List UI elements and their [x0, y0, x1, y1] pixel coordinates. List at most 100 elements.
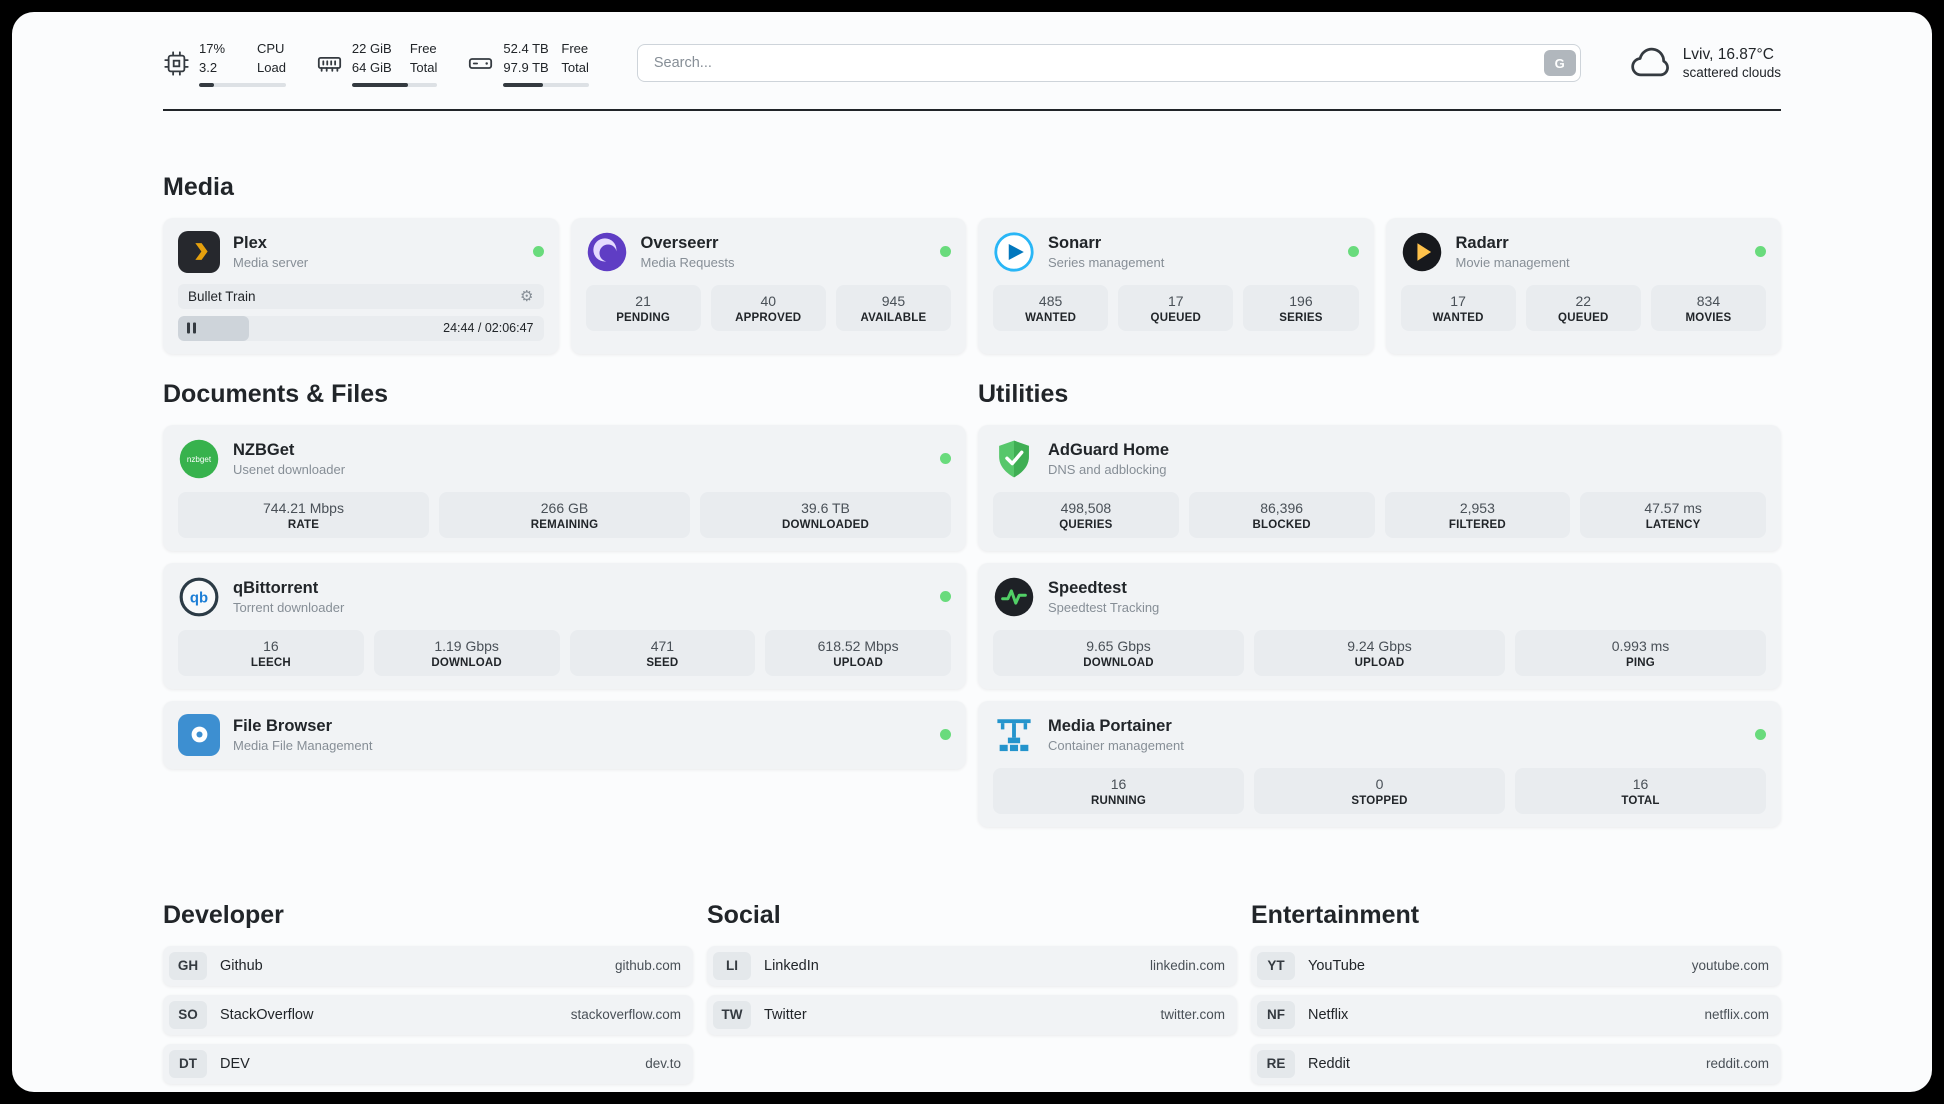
stat-label: UPLOAD — [833, 656, 883, 669]
ram-progress-bar — [351, 82, 438, 87]
app-name-filebrowser: File Browser — [233, 716, 333, 735]
app-card-nzbget[interactable]: nzbget NZBGet Usenet downloader 744.21 M… — [163, 424, 966, 551]
adguard-shield-icon — [993, 438, 1035, 480]
app-subtitle-qbittorrent: Torrent downloader — [233, 599, 345, 615]
stat-value: 2,953 — [1459, 499, 1495, 516]
stat-label: UPLOAD — [1354, 656, 1405, 669]
stat-leech: 16 LEECH — [178, 629, 364, 676]
stat-movies: 834 MOVIES — [1650, 284, 1767, 331]
app-name-nzbget: NZBGet — [233, 440, 295, 459]
section-title-entertainment: Entertainment — [1251, 900, 1420, 929]
stat-total: 16 TOTAL — [1515, 767, 1766, 814]
documents-column: Documents & Files nzbget NZBGet Usenet d… — [163, 354, 966, 781]
plex-icon — [178, 230, 220, 273]
stat-label: SEED — [646, 656, 679, 669]
gear-icon[interactable]: ⚙ — [520, 287, 534, 305]
stat-value: 945 — [881, 292, 906, 309]
playback-time: 24:44 / 02:06:47 — [443, 320, 534, 335]
bookmark-url: github.com — [614, 958, 681, 974]
stat-label: PENDING — [616, 311, 670, 324]
cpu-chip-icon — [163, 50, 190, 77]
stat-queued: 17 QUEUED — [1118, 284, 1234, 331]
bookmark-reddit[interactable]: RE Reddit reddit.com — [1251, 1043, 1781, 1084]
dashboard-content: 17% 3.2 CPU Load — [163, 12, 1781, 1092]
stat-wanted: 485 WANTED — [993, 284, 1109, 331]
stat-value: 17 — [1167, 292, 1184, 309]
stat-value: 0.993 ms — [1611, 637, 1670, 654]
app-name-portainer: Media Portainer — [1048, 716, 1172, 735]
app-card-speedtest[interactable]: Speedtest Speedtest Tracking 9.65 Gbps D… — [978, 562, 1781, 689]
bookmark-netflix[interactable]: NF Netflix netflix.com — [1251, 994, 1781, 1035]
app-card-portainer[interactable]: Media Portainer Container management 16 … — [978, 700, 1781, 827]
bookmark-url: dev.to — [645, 1056, 681, 1072]
bookmark-abbr: NF — [1257, 1000, 1295, 1029]
section-title-utilities: Utilities — [978, 379, 1069, 408]
stat-value: 86,396 — [1260, 499, 1304, 516]
app-card-plex[interactable]: Plex Media server Bullet Train ⚙ 24:44 /… — [163, 217, 559, 354]
app-subtitle-adguard: DNS and adblocking — [1048, 461, 1167, 477]
disk-progress-fill — [503, 82, 543, 87]
stat-label: RATE — [287, 518, 320, 531]
stat-label: RUNNING — [1090, 794, 1147, 807]
stat-label: QUEUED — [1558, 311, 1609, 324]
app-card-adguard[interactable]: AdGuard Home DNS and adblocking 498,508 … — [978, 424, 1781, 551]
radarr-icon — [1401, 231, 1443, 273]
app-card-radarr[interactable]: Radarr Movie management 17 WANTED 22 QUE… — [1385, 217, 1781, 354]
pause-icon[interactable] — [187, 322, 196, 334]
playback-progress-bar[interactable]: 24:44 / 02:06:47 — [178, 315, 544, 341]
bookmarks-grid: Developer GH Github github.com SO StackO… — [163, 901, 1781, 1092]
qbittorrent-icon: qb — [178, 576, 220, 618]
bookmark-name: Netflix — [1308, 1006, 1349, 1023]
top-bar: 17% 3.2 CPU Load — [163, 40, 1781, 111]
disk-readout: 52.4 TB 97.9 TB Free Total — [503, 40, 589, 87]
app-name-qbittorrent: qBittorrent — [233, 578, 319, 597]
stat-label: QUERIES — [1059, 518, 1113, 531]
developer-column: Developer GH Github github.com SO StackO… — [163, 901, 693, 1092]
stat-value: 16 — [1110, 775, 1127, 792]
search-input[interactable] — [636, 44, 1581, 83]
bookmark-twitter[interactable]: TW Twitter twitter.com — [707, 994, 1237, 1035]
ram-progress-fill — [351, 82, 409, 87]
bookmark-name: Twitter — [764, 1006, 807, 1023]
disk-total-value: 97.9 TB — [503, 59, 549, 75]
stat-running: 16 RUNNING — [993, 767, 1244, 814]
app-subtitle-radarr: Movie management — [1455, 254, 1570, 270]
app-card-overseerr[interactable]: Overseerr Media Requests 21 PENDING 40 A… — [570, 217, 966, 354]
cloud-icon — [1629, 41, 1673, 85]
stat-ping: 0.993 ms PING — [1515, 629, 1766, 676]
status-dot-online — [940, 591, 951, 603]
bookmark-stackoverflow[interactable]: SO StackOverflow stackoverflow.com — [163, 994, 693, 1035]
cpu-load-value: 3.2 — [199, 59, 218, 75]
stat-available: 945 AVAILABLE — [835, 284, 952, 331]
cpu-readout: 17% 3.2 CPU Load — [199, 40, 286, 87]
bookmark-dev[interactable]: DT DEV dev.to — [163, 1043, 693, 1084]
filebrowser-icon — [178, 713, 220, 756]
search-bar: G — [636, 44, 1581, 83]
stat-download: 9.65 Gbps DOWNLOAD — [993, 629, 1244, 676]
bookmark-name: Github — [220, 957, 263, 974]
app-card-filebrowser[interactable]: File Browser Media File Management — [163, 700, 966, 769]
app-card-sonarr[interactable]: Sonarr Series management 485 WANTED 17 Q… — [978, 217, 1374, 354]
bookmark-github[interactable]: GH Github github.com — [163, 945, 693, 986]
stat-rate: 744.21 Mbps RATE — [178, 491, 429, 538]
stat-label: DOWNLOADED — [782, 518, 869, 531]
nzbget-icon-text: nzbget — [187, 455, 212, 464]
bookmark-name: LinkedIn — [764, 957, 819, 974]
stat-downloaded: 39.6 TB DOWNLOADED — [700, 491, 951, 538]
weather-location: Lviv, 16.87°C — [1682, 46, 1774, 64]
stat-value: 16 — [263, 637, 279, 654]
bookmark-linkedin[interactable]: LI LinkedIn linkedin.com — [707, 945, 1237, 986]
stat-label: LEECH — [250, 656, 291, 669]
stat-value: 9.24 Gbps — [1347, 637, 1412, 654]
search-engine-button[interactable]: G — [1543, 50, 1576, 77]
stat-value: 17 — [1450, 292, 1466, 309]
app-card-qbittorrent[interactable]: qb qBittorrent Torrent downloader 16 LEE… — [163, 562, 966, 689]
bookmark-youtube[interactable]: YT YouTube youtube.com — [1251, 945, 1781, 986]
stat-label: WANTED — [1025, 311, 1077, 324]
stat-label: SERIES — [1279, 311, 1323, 324]
app-name-sonarr: Sonarr — [1048, 233, 1102, 252]
stat-label: AVAILABLE — [860, 311, 927, 324]
stat-value: 266 GB — [540, 499, 589, 516]
ram-readout: 22 GiB 64 GiB Free Total — [351, 40, 438, 87]
stat-value: 196 — [1289, 292, 1313, 309]
